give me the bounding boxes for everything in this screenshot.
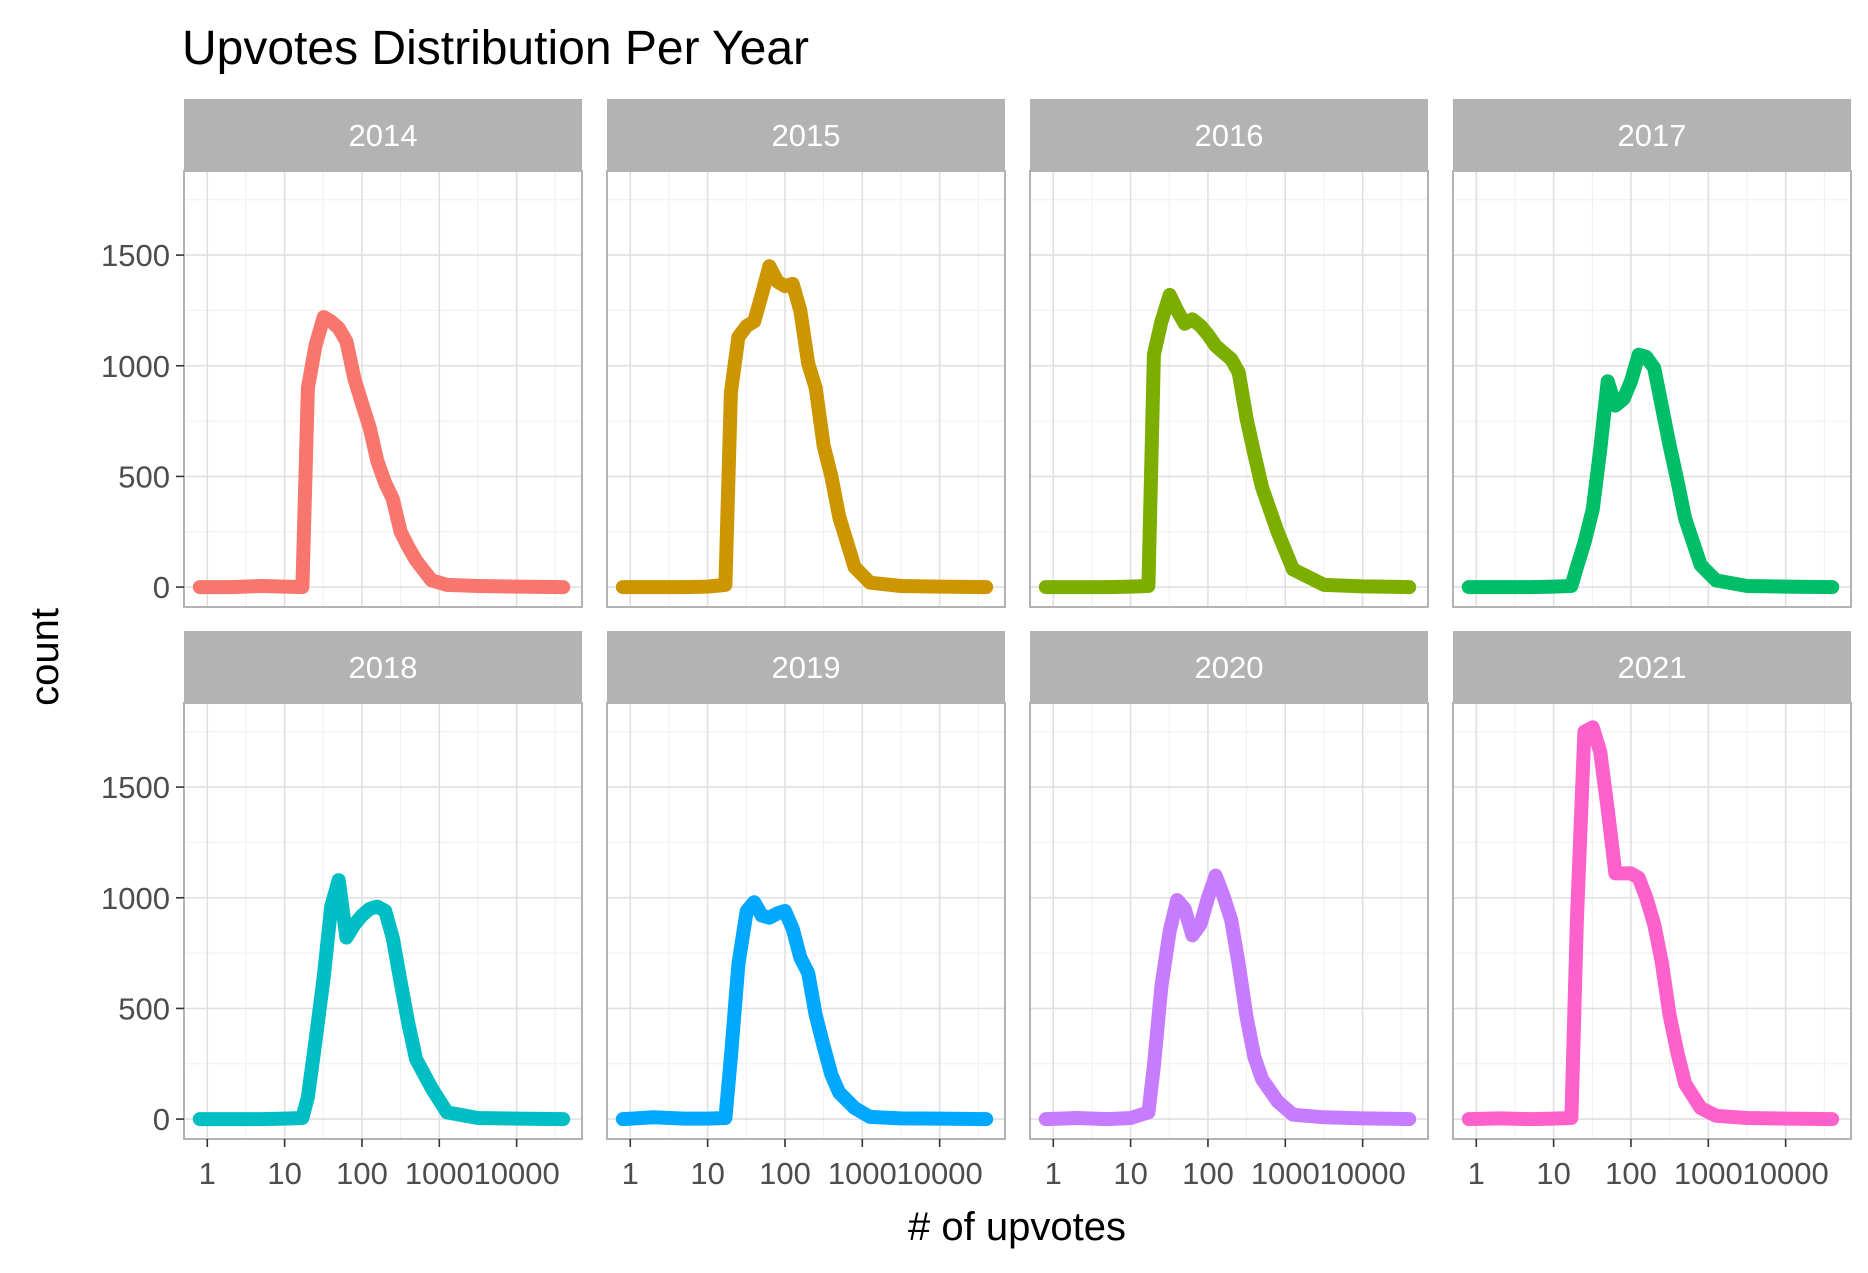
facet-panel-2014: 2014 0 500 1000 1500	[101, 99, 583, 608]
y-tick-label: 0	[153, 1102, 170, 1137]
x-tick-label: 10	[267, 1156, 301, 1191]
x-tick-label: 100	[1182, 1156, 1234, 1191]
x-tick-label: 1	[1045, 1156, 1062, 1191]
facet-strip	[607, 99, 1005, 171]
facet-strip-label: 2021	[1618, 650, 1687, 685]
facet-strip	[1030, 631, 1428, 703]
facet-panel-2017: 2017	[1452, 99, 1852, 608]
facet-strip-label: 2014	[349, 118, 418, 153]
x-tick-label: 1000	[1674, 1156, 1743, 1191]
series-line-2021	[1461, 720, 1840, 1127]
y-tick-label: 500	[118, 991, 170, 1026]
series-line-2015	[615, 259, 994, 595]
x-tick-label: 10000	[897, 1156, 983, 1191]
x-tick-label: 1000	[828, 1156, 897, 1191]
series-line-2017	[1461, 347, 1840, 595]
facet-strip	[184, 631, 582, 703]
series-line-2019	[615, 895, 994, 1127]
facet-strip-label: 2015	[772, 118, 841, 153]
x-tick-label: 10	[1113, 1156, 1147, 1191]
facet-panel-2015: 2015	[606, 99, 1006, 608]
facet-panel-2020: 2020 1 10 100 1000 10000	[1029, 631, 1429, 1191]
facet-panels: 2014 0 500 1000 1500 2015 2016 2017 2018 0 500 1000…	[101, 99, 1852, 1191]
panel-border	[606, 702, 1006, 1140]
facet-strip	[1030, 99, 1428, 171]
facet-strip	[1453, 99, 1851, 171]
facet-panel-2016: 2016	[1029, 99, 1429, 608]
x-tick-label: 1000	[405, 1156, 474, 1191]
y-tick-label: 0	[153, 570, 170, 605]
x-axis-title: # of upvotes	[908, 1205, 1126, 1249]
facet-panel-2019: 2019 1 10 100 1000 10000	[606, 631, 1006, 1191]
facet-strip	[607, 631, 1005, 703]
facet-strip	[1453, 631, 1851, 703]
y-axis-title: count	[23, 608, 67, 706]
series-line-2018	[192, 873, 571, 1127]
facet-panel-2021: 2021 1 10 100 1000 10000	[1452, 631, 1852, 1191]
x-tick-label: 10	[690, 1156, 724, 1191]
y-tick-label: 1500	[101, 238, 170, 273]
y-tick-label: 1000	[101, 881, 170, 916]
panel-border	[1029, 170, 1429, 608]
facet-strip-label: 2016	[1195, 118, 1264, 153]
panel-border	[183, 170, 583, 608]
series-line-2014	[192, 310, 571, 595]
x-tick-label: 1	[1468, 1156, 1485, 1191]
facet-strip-label: 2020	[1195, 650, 1264, 685]
series-line-2020	[1038, 868, 1417, 1127]
y-tick-label: 1500	[101, 770, 170, 805]
facet-strip-label: 2018	[349, 650, 418, 685]
y-tick-label: 500	[118, 459, 170, 494]
x-tick-label: 10000	[474, 1156, 560, 1191]
series-line-2016	[1038, 287, 1417, 595]
facet-strip-label: 2019	[772, 650, 841, 685]
facet-strip	[184, 99, 582, 171]
x-tick-label: 100	[1605, 1156, 1657, 1191]
x-tick-label: 10000	[1743, 1156, 1829, 1191]
x-tick-label: 1	[199, 1156, 216, 1191]
panel-border	[606, 170, 1006, 608]
x-tick-label: 100	[759, 1156, 811, 1191]
x-tick-label: 100	[336, 1156, 388, 1191]
facet-strip-label: 2017	[1618, 118, 1687, 153]
x-tick-label: 1000	[1251, 1156, 1320, 1191]
x-tick-label: 10	[1536, 1156, 1570, 1191]
chart-title: Upvotes Distribution Per Year	[182, 22, 809, 75]
x-tick-label: 1	[622, 1156, 639, 1191]
x-tick-label: 10000	[1320, 1156, 1406, 1191]
y-tick-label: 1000	[101, 349, 170, 384]
